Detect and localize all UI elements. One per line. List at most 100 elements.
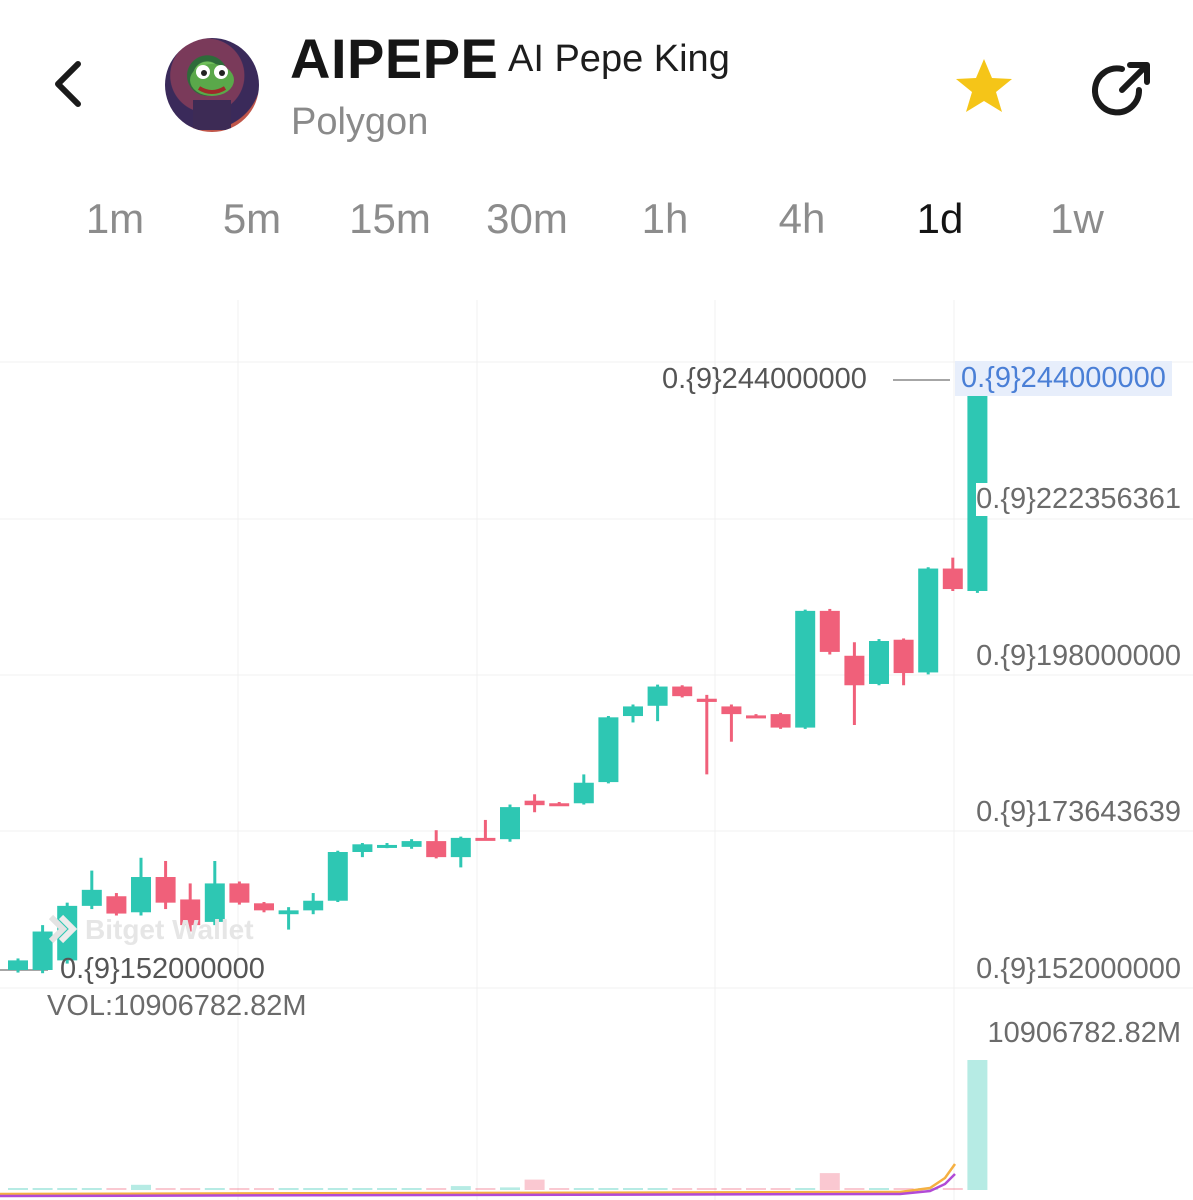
- star-icon: [956, 59, 1012, 112]
- bitget-logo-icon: [48, 914, 78, 944]
- candle-up: [81, 889, 102, 906]
- candle-up: [204, 883, 225, 922]
- candle-down: [254, 903, 274, 911]
- candle-up: [401, 841, 422, 847]
- volume-bar: [942, 1188, 963, 1190]
- volume-bar: [549, 1188, 570, 1190]
- candle-down: [180, 899, 201, 926]
- candle-down: [770, 714, 791, 728]
- token-symbol: AIPEPE: [290, 27, 499, 90]
- current-price-badge: 0.{9}244000000: [955, 361, 1172, 396]
- volume-label: VOL:10906782.82M: [47, 990, 307, 1022]
- volume-bar: [8, 1188, 28, 1190]
- volume-bar: [869, 1188, 889, 1190]
- candle-up: [327, 852, 348, 901]
- tab-1m[interactable]: 1m: [85, 195, 145, 242]
- chevron-left-icon: [55, 61, 81, 107]
- candle-up: [623, 706, 643, 717]
- volume-bar: [229, 1188, 250, 1190]
- tab-1h[interactable]: 1h: [641, 195, 689, 242]
- price-axis-label: 0.{9}173643639: [976, 796, 1181, 829]
- tab-5m[interactable]: 5m: [222, 195, 282, 242]
- volume-bar: [327, 1188, 348, 1190]
- volume-bar: [500, 1187, 520, 1190]
- candle-down: [844, 655, 865, 686]
- candle-down: [229, 883, 250, 903]
- volume-bar: [819, 1173, 840, 1190]
- candle-down: [746, 715, 766, 719]
- candle-up: [918, 568, 939, 673]
- candle-up: [303, 900, 324, 911]
- candle-up: [500, 807, 520, 840]
- volume-bar: [672, 1188, 693, 1190]
- volume-bar: [844, 1188, 865, 1190]
- volume-bar: [746, 1188, 766, 1190]
- candle-down: [155, 877, 176, 903]
- candle-up: [869, 641, 889, 684]
- volume-bar: [426, 1188, 447, 1190]
- volume-bar: [278, 1188, 299, 1190]
- volume-bar: [106, 1188, 127, 1190]
- price-axis-label: 0.{9}152000000: [976, 953, 1181, 986]
- volume-bar: [32, 1188, 53, 1190]
- candle-up: [450, 837, 471, 858]
- watermark: Bitget Wallet: [45, 913, 254, 947]
- candle-up: [795, 610, 816, 728]
- candle-down: [475, 837, 496, 841]
- price-axis-label: 0.{9}222356361: [976, 483, 1181, 516]
- candlestick-chart[interactable]: [0, 300, 1193, 1200]
- candle-down: [942, 568, 963, 590]
- candle-up: [573, 782, 594, 804]
- volume-ma-line: [0, 1173, 956, 1198]
- tab-1d[interactable]: 1d: [916, 195, 964, 242]
- volume-bar: [303, 1188, 324, 1190]
- volume-bar: [573, 1188, 594, 1190]
- candle-up: [377, 844, 397, 848]
- volume-bar: [647, 1188, 668, 1190]
- volume-bar: [721, 1188, 742, 1190]
- token-header: AIPEPE AI Pepe King Polygon: [0, 0, 1193, 170]
- share-button[interactable]: [1092, 56, 1156, 120]
- volume-bar: [623, 1188, 643, 1190]
- max-price-marker: 0.{9}244000000: [662, 363, 867, 395]
- volume-bar: [401, 1188, 422, 1190]
- timeframe-tabs: 1m 5m 15m 30m 1h 4h 1d 1w: [0, 195, 1193, 265]
- pepe-avatar-icon: [190, 64, 234, 130]
- tab-15m[interactable]: 15m: [349, 195, 431, 242]
- tab-4h[interactable]: 4h: [778, 195, 826, 242]
- volume-bar: [352, 1188, 373, 1190]
- candle-up: [598, 717, 619, 783]
- volume-bar: [131, 1184, 151, 1190]
- volume-bar: [204, 1188, 225, 1190]
- candle-up: [131, 877, 151, 913]
- favorite-button[interactable]: [952, 55, 1016, 119]
- candle-down: [721, 706, 742, 715]
- candle-down: [549, 803, 570, 807]
- tab-1w[interactable]: 1w: [1050, 195, 1104, 242]
- candle-up: [278, 910, 299, 915]
- tab-30m[interactable]: 30m: [486, 195, 568, 242]
- min-price-marker: 0.{9}152000000: [60, 953, 265, 985]
- candle-down: [672, 686, 693, 697]
- candle-down: [106, 896, 127, 914]
- candle-down: [696, 698, 717, 702]
- candle-down: [893, 639, 914, 674]
- volume-bar: [795, 1188, 816, 1190]
- token-avatar: [165, 38, 259, 132]
- volume-bar: [180, 1188, 201, 1190]
- volume-bar: [696, 1188, 717, 1190]
- volume-bar: [893, 1188, 914, 1190]
- volume-bar: [450, 1186, 471, 1190]
- token-network: Polygon: [291, 101, 429, 143]
- candle-down: [524, 800, 545, 806]
- volume-bar: [155, 1188, 176, 1190]
- price-axis-label: 0.{9}198000000: [976, 640, 1181, 673]
- candle-down: [426, 841, 447, 858]
- candle-up: [647, 686, 668, 706]
- volume-bar: [475, 1188, 496, 1190]
- back-button[interactable]: [40, 52, 100, 116]
- candle-down: [819, 610, 840, 652]
- volume-bar: [254, 1188, 274, 1190]
- candle-up: [352, 844, 373, 852]
- volume-bar: [81, 1188, 102, 1190]
